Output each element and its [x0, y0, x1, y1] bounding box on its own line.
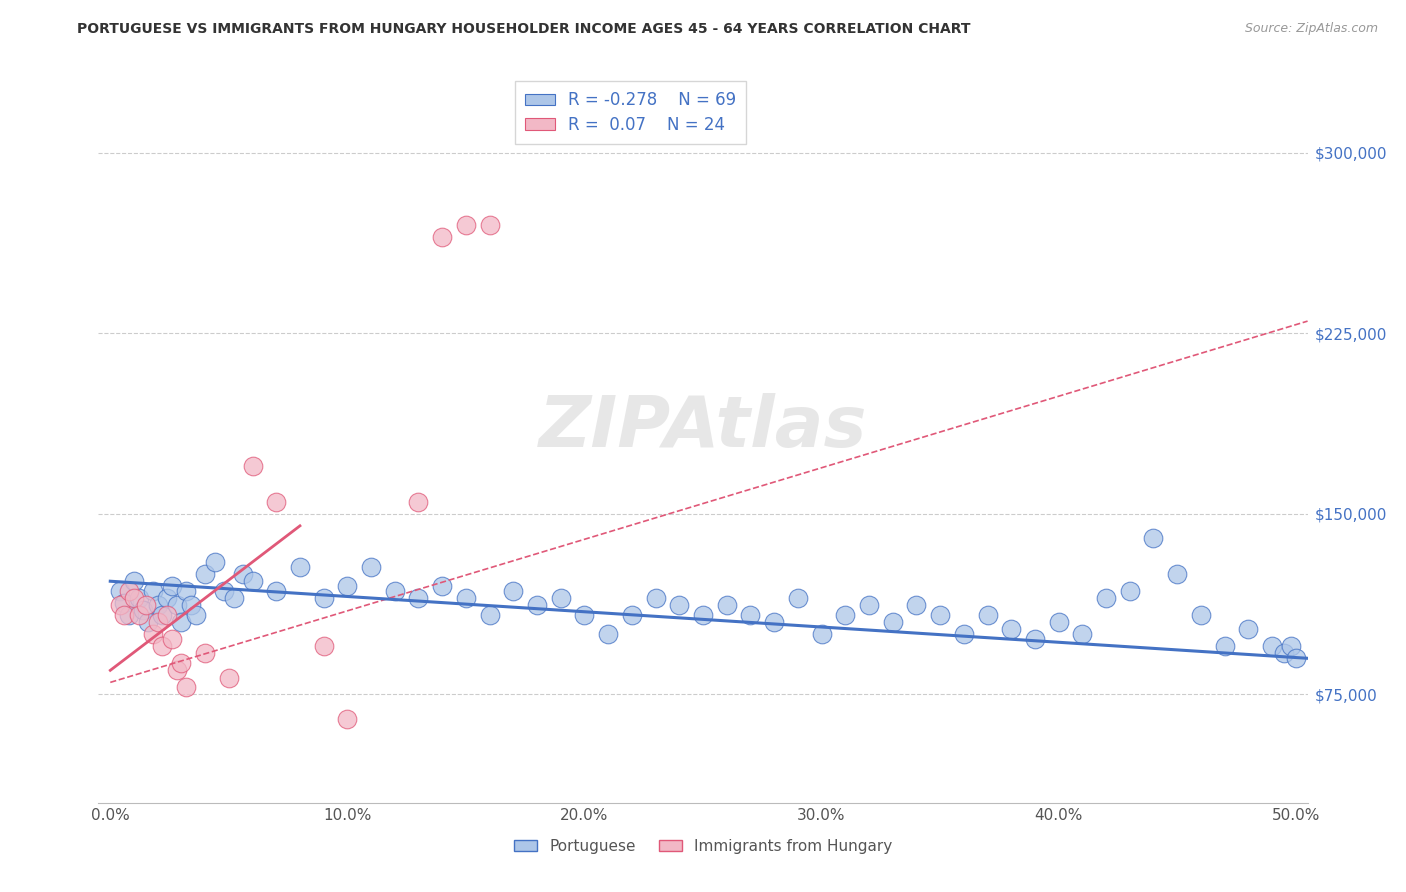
Point — [160, 632, 183, 646]
Point — [152, 607, 174, 622]
Point — [1272, 647, 1295, 661]
Point — [550, 591, 572, 606]
Point — [763, 615, 786, 630]
Point — [232, 567, 254, 582]
Point — [114, 596, 136, 610]
Point — [1261, 639, 1284, 653]
Text: Source: ZipAtlas.com: Source: ZipAtlas.com — [1244, 22, 1378, 36]
Point — [184, 607, 207, 622]
Point — [156, 591, 179, 606]
Point — [668, 599, 690, 613]
Point — [132, 603, 155, 617]
Point — [194, 647, 217, 661]
Point — [136, 615, 159, 630]
Point — [194, 567, 217, 582]
Legend: Portuguese, Immigrants from Hungary: Portuguese, Immigrants from Hungary — [508, 833, 898, 860]
Point — [142, 583, 165, 598]
Text: PORTUGUESE VS IMMIGRANTS FROM HUNGARY HOUSEHOLDER INCOME AGES 45 - 64 YEARS CORR: PORTUGUESE VS IMMIGRANTS FROM HUNGARY HO… — [77, 22, 970, 37]
Point — [288, 559, 311, 574]
Text: ZIPAtlas: ZIPAtlas — [538, 392, 868, 461]
Point — [952, 627, 974, 641]
Point — [432, 579, 454, 593]
Point — [574, 607, 596, 622]
Point — [180, 599, 202, 613]
Point — [1285, 651, 1308, 665]
Point — [222, 591, 245, 606]
Point — [716, 599, 738, 613]
Point — [1237, 623, 1260, 637]
Point — [166, 664, 188, 678]
Point — [170, 615, 193, 630]
Point — [174, 583, 197, 598]
Point — [454, 591, 477, 606]
Point — [135, 599, 157, 613]
Point — [118, 583, 141, 598]
Point — [336, 712, 359, 726]
Point — [526, 599, 548, 613]
Point — [1213, 639, 1236, 653]
Point — [740, 607, 762, 622]
Point — [502, 583, 524, 598]
Point — [108, 583, 131, 598]
Point — [882, 615, 904, 630]
Point — [128, 591, 150, 606]
Point — [264, 583, 287, 598]
Point — [834, 607, 856, 622]
Point — [1071, 627, 1094, 641]
Point — [692, 607, 714, 622]
Point — [166, 599, 188, 613]
Point — [1166, 567, 1188, 582]
Point — [1024, 632, 1046, 646]
Point — [1189, 607, 1212, 622]
Point — [478, 607, 501, 622]
Point — [432, 230, 454, 244]
Point — [156, 607, 179, 622]
Point — [644, 591, 666, 606]
Point — [360, 559, 382, 574]
Point — [929, 607, 952, 622]
Point — [408, 591, 430, 606]
Point — [142, 627, 165, 641]
Point — [598, 627, 620, 641]
Point — [114, 607, 136, 622]
Point — [810, 627, 832, 641]
Point — [242, 458, 264, 473]
Point — [152, 639, 174, 653]
Point — [146, 615, 169, 630]
Point — [478, 218, 501, 232]
Point — [160, 579, 183, 593]
Point — [204, 555, 226, 569]
Point — [174, 680, 197, 694]
Point — [976, 607, 998, 622]
Point — [108, 599, 131, 613]
Point — [170, 656, 193, 670]
Point — [786, 591, 808, 606]
Point — [454, 218, 477, 232]
Point — [146, 599, 169, 613]
Point — [620, 607, 643, 622]
Point — [408, 494, 430, 508]
Point — [122, 574, 145, 589]
Point — [264, 494, 287, 508]
Point — [1047, 615, 1070, 630]
Point — [905, 599, 928, 613]
Point — [1095, 591, 1118, 606]
Point — [212, 583, 235, 598]
Point — [1142, 531, 1164, 545]
Point — [118, 607, 141, 622]
Point — [1000, 623, 1022, 637]
Point — [312, 591, 335, 606]
Point — [242, 574, 264, 589]
Point — [1279, 639, 1302, 653]
Point — [384, 583, 406, 598]
Point — [858, 599, 880, 613]
Point — [312, 639, 335, 653]
Point — [218, 671, 240, 685]
Point — [122, 591, 145, 606]
Point — [1119, 583, 1142, 598]
Point — [128, 607, 150, 622]
Point — [336, 579, 359, 593]
